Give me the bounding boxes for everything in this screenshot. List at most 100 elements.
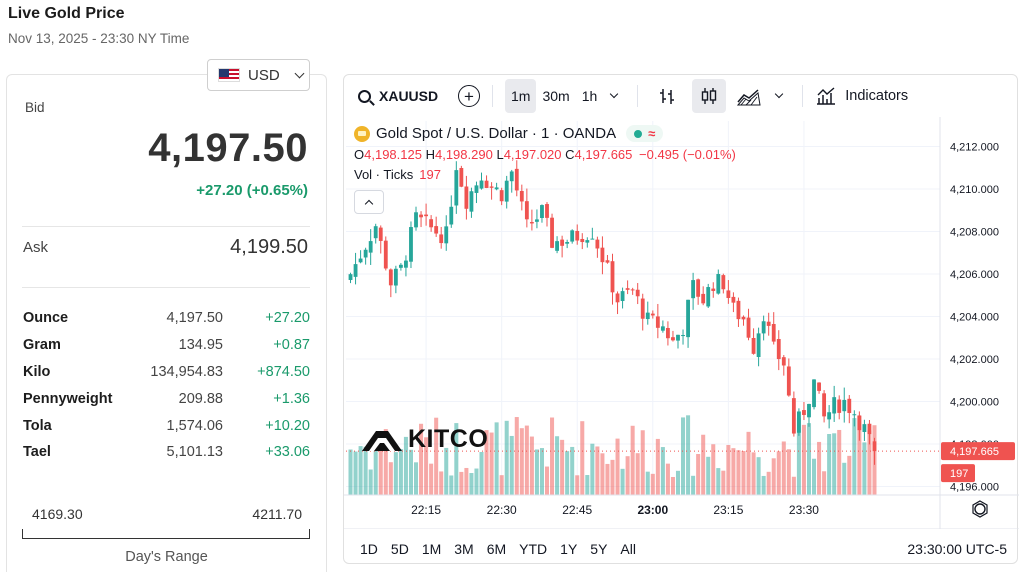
- range-3m-button[interactable]: 3M: [454, 541, 474, 557]
- bars-icon: [660, 89, 675, 104]
- candle-body: [625, 288, 630, 290]
- last-volume-badge: [941, 464, 975, 483]
- candle-body: [555, 241, 559, 251]
- area-chart-type-button[interactable]: [730, 79, 768, 113]
- search-icon: [358, 89, 371, 103]
- volume-bar: [570, 446, 575, 495]
- volume-bar: [449, 475, 454, 495]
- volume-bar: [378, 449, 383, 495]
- unit-name: Tola: [23, 417, 52, 434]
- volume-bar: [711, 444, 716, 495]
- time-tick-label: 23:15: [713, 503, 743, 517]
- currency-select[interactable]: USD: [207, 59, 310, 91]
- price-tick-label: 4,210.000: [950, 184, 999, 196]
- interval-1h-button[interactable]: 1h: [581, 88, 598, 104]
- candle-body: [837, 399, 842, 413]
- volume-bar: [786, 449, 791, 495]
- volume-bar: [464, 467, 469, 495]
- range-all-button[interactable]: All: [620, 541, 636, 557]
- interval-1m-button[interactable]: 1m: [505, 79, 537, 113]
- range-1y-button[interactable]: 1Y: [560, 541, 578, 557]
- candle-body: [666, 327, 670, 339]
- candle-body: [434, 226, 439, 234]
- range-6m-button[interactable]: 6M: [486, 541, 507, 557]
- chevron-down-icon[interactable]: [610, 89, 619, 99]
- candle-body: [419, 214, 423, 218]
- toolbar-separator: [637, 85, 639, 107]
- candle-body: [807, 403, 811, 418]
- candle-body: [691, 280, 696, 299]
- volume-bar: [560, 439, 565, 495]
- days-range-label: Day's Range: [125, 549, 208, 565]
- candle-body: [464, 186, 469, 209]
- candle-body: [776, 339, 781, 360]
- price-tick-label: 4,208.000: [950, 227, 999, 239]
- price-chart[interactable]: 4,212.000 4,210.000 4,208.000 4,206.000 4,20…: [344, 117, 1019, 529]
- unit-change: +1.36: [273, 390, 310, 407]
- volume-bar: [595, 446, 600, 495]
- toolbar-separator: [802, 85, 804, 107]
- unit-change: +0.87: [273, 337, 310, 354]
- candle-body: [605, 260, 610, 263]
- volume-bar: [368, 469, 373, 495]
- volume-bar: [444, 447, 449, 495]
- candle-body: [479, 180, 484, 189]
- interval-30m-button[interactable]: 30m: [542, 88, 570, 104]
- price-tick-label: 4,202.000: [950, 354, 999, 366]
- unit-row-kilo: Kilo 134,954.83 +874.50: [23, 359, 310, 386]
- volume-bar: [862, 442, 867, 495]
- volume-bar: [635, 453, 640, 495]
- volume-bar: [771, 458, 776, 495]
- candle-body: [852, 414, 857, 416]
- volume-bar: [479, 451, 484, 495]
- symbol-search[interactable]: XAUUSD: [344, 88, 454, 104]
- range-1d-button[interactable]: 1D: [360, 541, 378, 557]
- chart-legend: Gold Spot / U.S. Dollar · 1 · OANDA ≈ O4…: [354, 125, 736, 214]
- candle-body: [645, 312, 650, 320]
- range-5y-button[interactable]: 5Y: [590, 541, 608, 557]
- volume-bar: [721, 470, 726, 495]
- candle-body: [388, 269, 393, 286]
- volume-bar: [726, 444, 731, 495]
- volume-bar: [434, 417, 439, 495]
- volume-bar: [645, 471, 650, 495]
- collapse-legend-button[interactable]: [354, 190, 384, 214]
- unit-name: Kilo: [23, 363, 51, 380]
- candle-body: [499, 190, 504, 202]
- unit-change: +27.20: [265, 310, 310, 327]
- range-ytd-button[interactable]: YTD: [519, 541, 548, 557]
- volume-bar: [605, 463, 610, 495]
- candle-body: [736, 300, 741, 320]
- volume-bar: [610, 459, 615, 495]
- candle-body: [600, 247, 605, 263]
- time-axis: 22:15 22:30 22:45 23:00 23:15 23:30: [344, 494, 1019, 529]
- candle-body: [812, 379, 816, 408]
- candles-icon: [702, 88, 717, 104]
- bid-change: +27.20 (+0.65%): [196, 182, 308, 199]
- market-status-badge[interactable]: ≈: [626, 125, 664, 142]
- range-5d-button[interactable]: 5D: [390, 541, 409, 557]
- indicators-button[interactable]: Indicators: [815, 86, 908, 106]
- candle-body: [540, 205, 544, 218]
- compare-add-icon[interactable]: +: [458, 85, 480, 107]
- volume-bar: [459, 471, 464, 495]
- volume-bar: [524, 425, 529, 495]
- candle-body: [535, 219, 539, 222]
- candle-body: [550, 217, 554, 248]
- open-value: 4,198.125: [364, 147, 422, 162]
- bar-chart-type-button[interactable]: [650, 79, 684, 113]
- unit-row-tola: Tola 1,574.06 +10.20: [23, 412, 310, 439]
- range-1m-button[interactable]: 1M: [421, 541, 442, 557]
- candle-body: [686, 299, 690, 338]
- candle-body: [459, 168, 464, 187]
- currency-label: USD: [248, 66, 280, 84]
- volume-bar: [696, 454, 701, 495]
- timezone-clock[interactable]: 23:30:00 UTC-5: [907, 541, 1007, 557]
- unit-price: 134,954.83: [150, 363, 223, 380]
- volume-bar: [867, 430, 872, 495]
- last-volume-label: 197: [950, 468, 968, 480]
- chevron-down-icon[interactable]: [775, 89, 784, 99]
- days-range-high: 4211.70: [252, 506, 302, 522]
- candles-chart-type-button[interactable]: [692, 79, 727, 113]
- volume-bar: [827, 434, 832, 495]
